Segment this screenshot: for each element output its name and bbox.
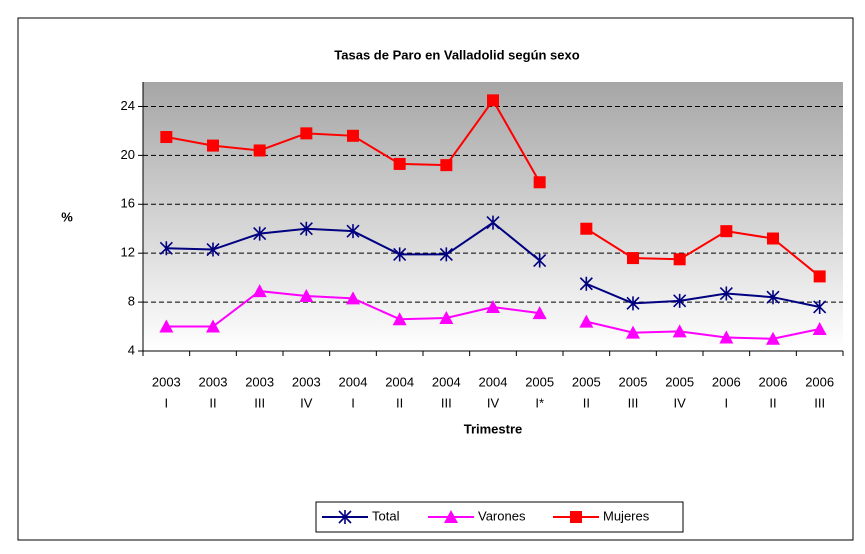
marker: [252, 284, 267, 298]
x-tick-label: 2004: [339, 374, 368, 389]
y-tick-label: 24: [121, 98, 135, 113]
marker: [532, 306, 547, 320]
marker: [439, 247, 453, 262]
marker: [813, 299, 827, 314]
y-tick-label: 8: [128, 294, 135, 309]
y-axis-label: %: [61, 209, 73, 224]
marker: [626, 325, 640, 339]
marker: [486, 215, 500, 230]
x-tick-label: I*: [535, 395, 544, 410]
legend-box: [315, 501, 684, 533]
x-tick-label: II: [583, 395, 590, 410]
marker: [159, 319, 174, 333]
marker: [627, 252, 639, 265]
x-tick-label: IV: [487, 395, 500, 410]
x-tick-label: 2003: [152, 374, 181, 389]
marker: [486, 299, 500, 313]
marker: [626, 296, 640, 311]
x-tick-label: 2004: [432, 374, 461, 389]
x-tick-label: II: [209, 395, 216, 410]
x-tick-label: 2005: [665, 374, 694, 389]
legend-marker: [338, 510, 352, 524]
marker: [439, 310, 454, 324]
marker: [207, 139, 219, 152]
marker: [346, 224, 360, 239]
series-line: [585, 227, 821, 278]
legend-label: Varones: [478, 508, 526, 523]
marker: [580, 222, 593, 235]
x-tick-label: 2003: [199, 374, 228, 389]
y-tick-label: 16: [121, 196, 135, 211]
series-line: [586, 320, 820, 340]
marker: [253, 226, 267, 241]
marker: [393, 157, 406, 170]
marker: [812, 321, 827, 335]
series-line: [585, 282, 820, 308]
marker: [159, 241, 173, 256]
legend-marker: [444, 510, 458, 523]
marker: [767, 232, 779, 245]
x-tick-label: III: [441, 395, 452, 410]
marker: [299, 221, 313, 236]
marker: [487, 94, 499, 107]
x-tick-label: 2005: [572, 374, 601, 389]
marker: [346, 291, 360, 305]
marker: [392, 312, 407, 326]
marker: [160, 131, 173, 144]
marker: [673, 253, 686, 266]
marker: [813, 270, 826, 283]
x-tick-label: I: [725, 395, 729, 410]
chart-title: Tasas de Paro en Valladolid según sexo: [334, 47, 579, 62]
legend-label: Total: [372, 508, 400, 523]
x-tick-label: 2006: [805, 374, 834, 389]
marker: [579, 314, 594, 328]
x-tick-label: IV: [674, 395, 687, 410]
x-tick-label: III: [814, 395, 825, 410]
x-tick-label: 2005: [619, 374, 648, 389]
marker: [719, 286, 733, 301]
x-tick-label: 2004: [479, 374, 508, 389]
marker: [347, 129, 359, 142]
legend-label: Mujeres: [603, 508, 650, 523]
x-tick-label: III: [254, 395, 265, 410]
x-tick-label: 2004: [385, 374, 414, 389]
x-tick-label: 2005: [525, 374, 554, 389]
marker: [299, 288, 314, 302]
y-tick-label: 12: [121, 245, 135, 260]
marker: [766, 331, 780, 345]
x-tick-label: III: [628, 395, 639, 410]
marker: [720, 225, 733, 238]
x-tick-label: 2006: [759, 374, 788, 389]
marker: [533, 176, 546, 189]
legend-marker: [570, 511, 582, 523]
x-tick-label: 2003: [292, 374, 321, 389]
marker: [672, 324, 687, 338]
y-tick-label: 4: [128, 342, 135, 357]
x-tick-label: IV: [300, 395, 313, 410]
marker: [393, 247, 407, 262]
x-axis-label: Trimestre: [464, 421, 523, 436]
marker: [206, 242, 220, 257]
x-tick-label: I: [351, 395, 355, 410]
x-tick-label: 2003: [245, 374, 274, 389]
marker: [300, 127, 313, 140]
x-tick-label: I: [165, 395, 169, 410]
marker: [766, 290, 780, 305]
marker: [673, 293, 687, 308]
marker: [719, 330, 734, 344]
marker: [579, 276, 593, 291]
marker: [533, 253, 547, 268]
marker: [440, 159, 453, 172]
marker: [206, 319, 220, 333]
x-tick-label: 2006: [712, 374, 741, 389]
y-tick-label: 20: [121, 147, 135, 162]
marker: [253, 144, 266, 157]
x-tick-label: II: [396, 395, 403, 410]
x-tick-label: II: [769, 395, 776, 410]
